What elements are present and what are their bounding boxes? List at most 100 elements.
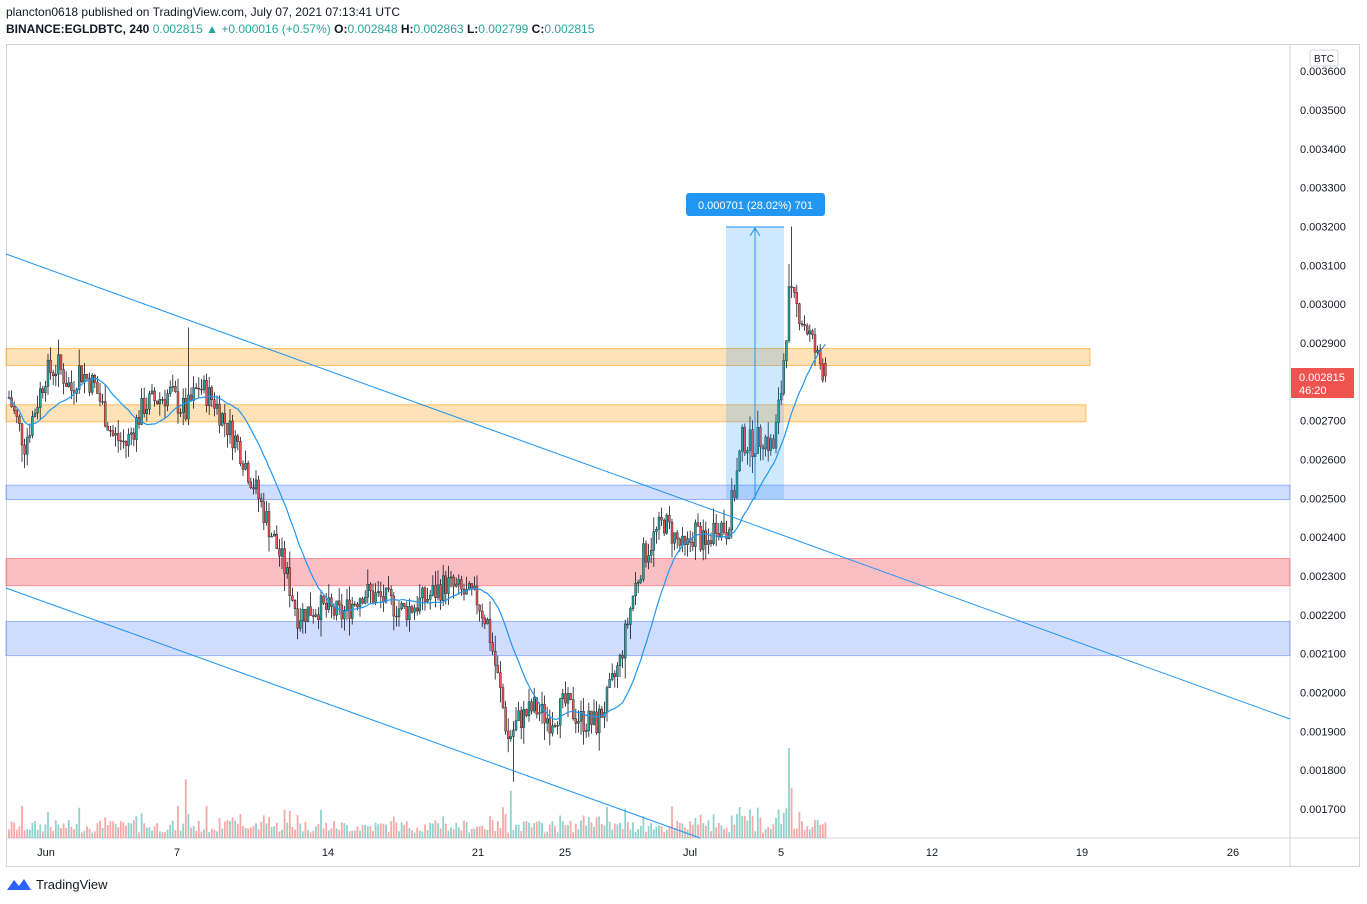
- candle-body[interactable]: [77, 365, 81, 390]
- candle-body[interactable]: [288, 567, 291, 597]
- candle-body[interactable]: [782, 360, 785, 394]
- candle-body[interactable]: [345, 599, 349, 611]
- candle-body[interactable]: [145, 409, 149, 414]
- candle-body[interactable]: [70, 382, 73, 391]
- candle-body[interactable]: [494, 651, 497, 666]
- candle-body[interactable]: [233, 435, 237, 449]
- candle-body[interactable]: [413, 607, 416, 613]
- candle-body[interactable]: [301, 609, 304, 622]
- candle-body[interactable]: [52, 372, 55, 377]
- symbol-name[interactable]: BINANCE:EGLDBTC, 240: [6, 22, 150, 36]
- candle-body[interactable]: [795, 292, 798, 305]
- candle-body[interactable]: [338, 600, 341, 606]
- candle-body[interactable]: [309, 606, 312, 616]
- candle-body[interactable]: [813, 334, 817, 353]
- candle-body[interactable]: [33, 412, 37, 417]
- candle-body[interactable]: [181, 398, 185, 413]
- candle-body[interactable]: [379, 591, 382, 597]
- candle-body[interactable]: [561, 693, 564, 700]
- candle-body[interactable]: [618, 654, 622, 666]
- candle-body[interactable]: [491, 642, 494, 652]
- candle-body[interactable]: [132, 432, 136, 440]
- candle-body[interactable]: [395, 615, 398, 618]
- candle-body[interactable]: [704, 530, 707, 545]
- candle-body[interactable]: [678, 538, 681, 546]
- candle-body[interactable]: [696, 522, 700, 527]
- candle-body[interactable]: [397, 608, 401, 618]
- candle-body[interactable]: [535, 697, 538, 715]
- candle-body[interactable]: [431, 585, 434, 596]
- candle-body[interactable]: [670, 521, 674, 544]
- candle-body[interactable]: [481, 610, 484, 619]
- candle-body[interactable]: [213, 399, 216, 409]
- candle-body[interactable]: [629, 608, 632, 625]
- candle-body[interactable]: [626, 623, 629, 626]
- candle-body[interactable]: [228, 420, 232, 436]
- candle-body[interactable]: [239, 441, 242, 465]
- candle-body[interactable]: [665, 514, 668, 534]
- candle-body[interactable]: [283, 548, 286, 574]
- candle-body[interactable]: [774, 422, 778, 449]
- candle-body[interactable]: [652, 531, 655, 551]
- candle-body[interactable]: [351, 603, 354, 619]
- candle-body[interactable]: [439, 584, 442, 601]
- candle-body[interactable]: [241, 463, 245, 470]
- candle-body[interactable]: [57, 354, 60, 375]
- candle-body[interactable]: [722, 522, 726, 533]
- candle-body[interactable]: [728, 529, 731, 540]
- candle-body[interactable]: [681, 535, 684, 546]
- candle-body[interactable]: [522, 709, 525, 728]
- candle-body[interactable]: [135, 417, 138, 440]
- candle-body[interactable]: [353, 603, 356, 606]
- candle-body[interactable]: [668, 514, 671, 523]
- candle-body[interactable]: [83, 374, 86, 382]
- candle-body[interactable]: [54, 373, 57, 377]
- candle-body[interactable]: [325, 603, 328, 610]
- candle-body[interactable]: [512, 729, 515, 737]
- candle-body[interactable]: [127, 434, 130, 446]
- candle-body[interactable]: [759, 427, 762, 448]
- candle-body[interactable]: [738, 450, 741, 472]
- candle-body[interactable]: [403, 602, 406, 607]
- candle-body[interactable]: [220, 413, 224, 426]
- candle-body[interactable]: [348, 599, 351, 619]
- candle-body[interactable]: [265, 511, 268, 523]
- candle-body[interactable]: [304, 609, 307, 623]
- candle-body[interactable]: [725, 532, 728, 540]
- candle-body[interactable]: [590, 710, 593, 725]
- candle-body[interactable]: [161, 399, 164, 401]
- candle-body[interactable]: [585, 730, 588, 732]
- candle-body[interactable]: [176, 391, 180, 414]
- candle-body[interactable]: [709, 540, 713, 544]
- candle-body[interactable]: [735, 470, 739, 498]
- candle-body[interactable]: [46, 359, 50, 387]
- candle-body[interactable]: [101, 401, 104, 403]
- candle-body[interactable]: [657, 517, 661, 530]
- candle-body[interactable]: [790, 286, 793, 288]
- candle-body[interactable]: [548, 718, 551, 734]
- candle-body[interactable]: [717, 533, 720, 537]
- candle-body[interactable]: [246, 462, 250, 483]
- candle-body[interactable]: [249, 481, 253, 488]
- candle-body[interactable]: [343, 610, 346, 620]
- candle-body[interactable]: [226, 422, 229, 436]
- candle-body[interactable]: [566, 693, 570, 704]
- candle-body[interactable]: [761, 446, 765, 450]
- candle-body[interactable]: [587, 710, 590, 731]
- candle-body[interactable]: [416, 607, 419, 612]
- candle-body[interactable]: [499, 672, 502, 688]
- candle-body[interactable]: [639, 579, 642, 583]
- candle-body[interactable]: [150, 390, 154, 395]
- candle-body[interactable]: [327, 597, 330, 610]
- candle-body[interactable]: [223, 413, 227, 424]
- candle-body[interactable]: [637, 581, 640, 584]
- candle-body[interactable]: [148, 393, 151, 410]
- candle-body[interactable]: [387, 587, 390, 590]
- candle-body[interactable]: [595, 711, 598, 734]
- candle-body[interactable]: [473, 585, 476, 590]
- candle-body[interactable]: [31, 416, 34, 436]
- candle-body[interactable]: [644, 543, 648, 563]
- candle-body[interactable]: [262, 501, 265, 523]
- candle-body[interactable]: [111, 430, 115, 436]
- candle-body[interactable]: [447, 577, 450, 594]
